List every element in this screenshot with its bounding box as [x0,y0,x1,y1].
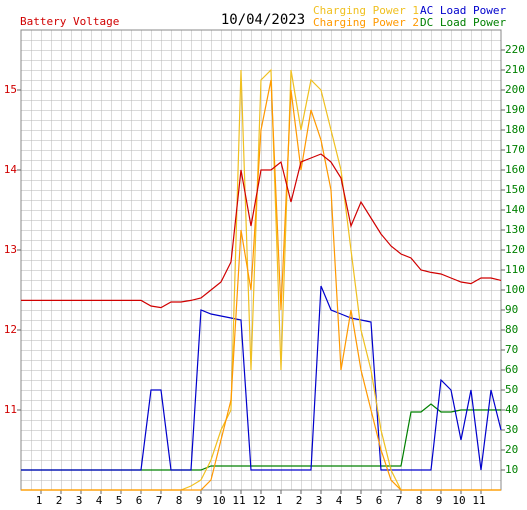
y2-tick-label: 200 [505,83,525,96]
y-tick-label: 12 [4,323,17,336]
legend-entry: Battery Voltage [20,15,119,28]
series-line [21,79,501,491]
y2-tick-label: 50 [505,383,518,396]
x-tick-label: 1 [276,494,283,507]
y2-tick-label: 40 [505,403,518,416]
y2-tick-label: 160 [505,163,525,176]
y2-tick-label: 60 [505,363,518,376]
y2-tick-label: 30 [505,423,518,436]
y2-tick-label: 20 [505,443,518,456]
y2-tick-label: 210 [505,63,525,76]
x-tick-label: 2 [56,494,63,507]
x-tick-label: 3 [76,494,83,507]
x-tick-label: 9 [436,494,443,507]
y2-tick-label: 140 [505,203,525,216]
x-tick-label: 6 [376,494,383,507]
y2-tick-label: 110 [505,263,525,276]
x-tick-label: 11 [232,494,245,507]
y-tick-label: 14 [4,163,18,176]
y-tick-label: 13 [4,243,17,256]
x-tick-label: 11 [472,494,485,507]
legend-entry: Charging Power 1 [313,4,419,17]
x-tick-label: 12 [252,494,265,507]
legend-entry: AC Load Power [420,4,506,17]
y2-tick-label: 170 [505,143,525,156]
y2-tick-label: 130 [505,223,525,236]
x-tick-label: 9 [196,494,203,507]
x-tick-label: 2 [296,494,303,507]
legend-entry: DC Load Power [420,16,506,29]
x-tick-label: 7 [156,494,163,507]
x-tick-label: 4 [96,494,103,507]
y2-tick-label: 100 [505,283,525,296]
x-tick-label: 10 [452,494,465,507]
y2-tick-label: 120 [505,243,525,256]
x-tick-label: 10 [212,494,225,507]
y2-tick-label: 90 [505,303,518,316]
x-tick-label: 5 [116,494,123,507]
series-line [21,285,502,471]
y2-tick-label: 190 [505,103,525,116]
x-tick-label: 8 [176,494,183,507]
y2-tick-label: 10 [505,463,518,476]
x-tick-label: 1 [36,494,43,507]
y2-tick-label: 150 [505,183,525,196]
y-tick-label: 15 [4,83,17,96]
y2-tick-label: 220 [505,43,525,56]
x-tick-label: 6 [136,494,143,507]
y-tick-label: 11 [4,403,17,416]
plot-area [20,29,502,491]
chart-title: 10/04/2023 [221,12,305,28]
y2-tick-label: 70 [505,343,518,356]
legend-entry: Charging Power 2 [313,16,419,29]
x-tick-label: 3 [316,494,323,507]
series-line [21,153,502,309]
x-tick-label: 5 [356,494,363,507]
x-tick-label: 7 [396,494,403,507]
x-tick-label: 4 [336,494,343,507]
y2-tick-label: 180 [505,123,525,136]
x-tick-label: 8 [416,494,423,507]
y2-tick-label: 80 [505,323,518,336]
